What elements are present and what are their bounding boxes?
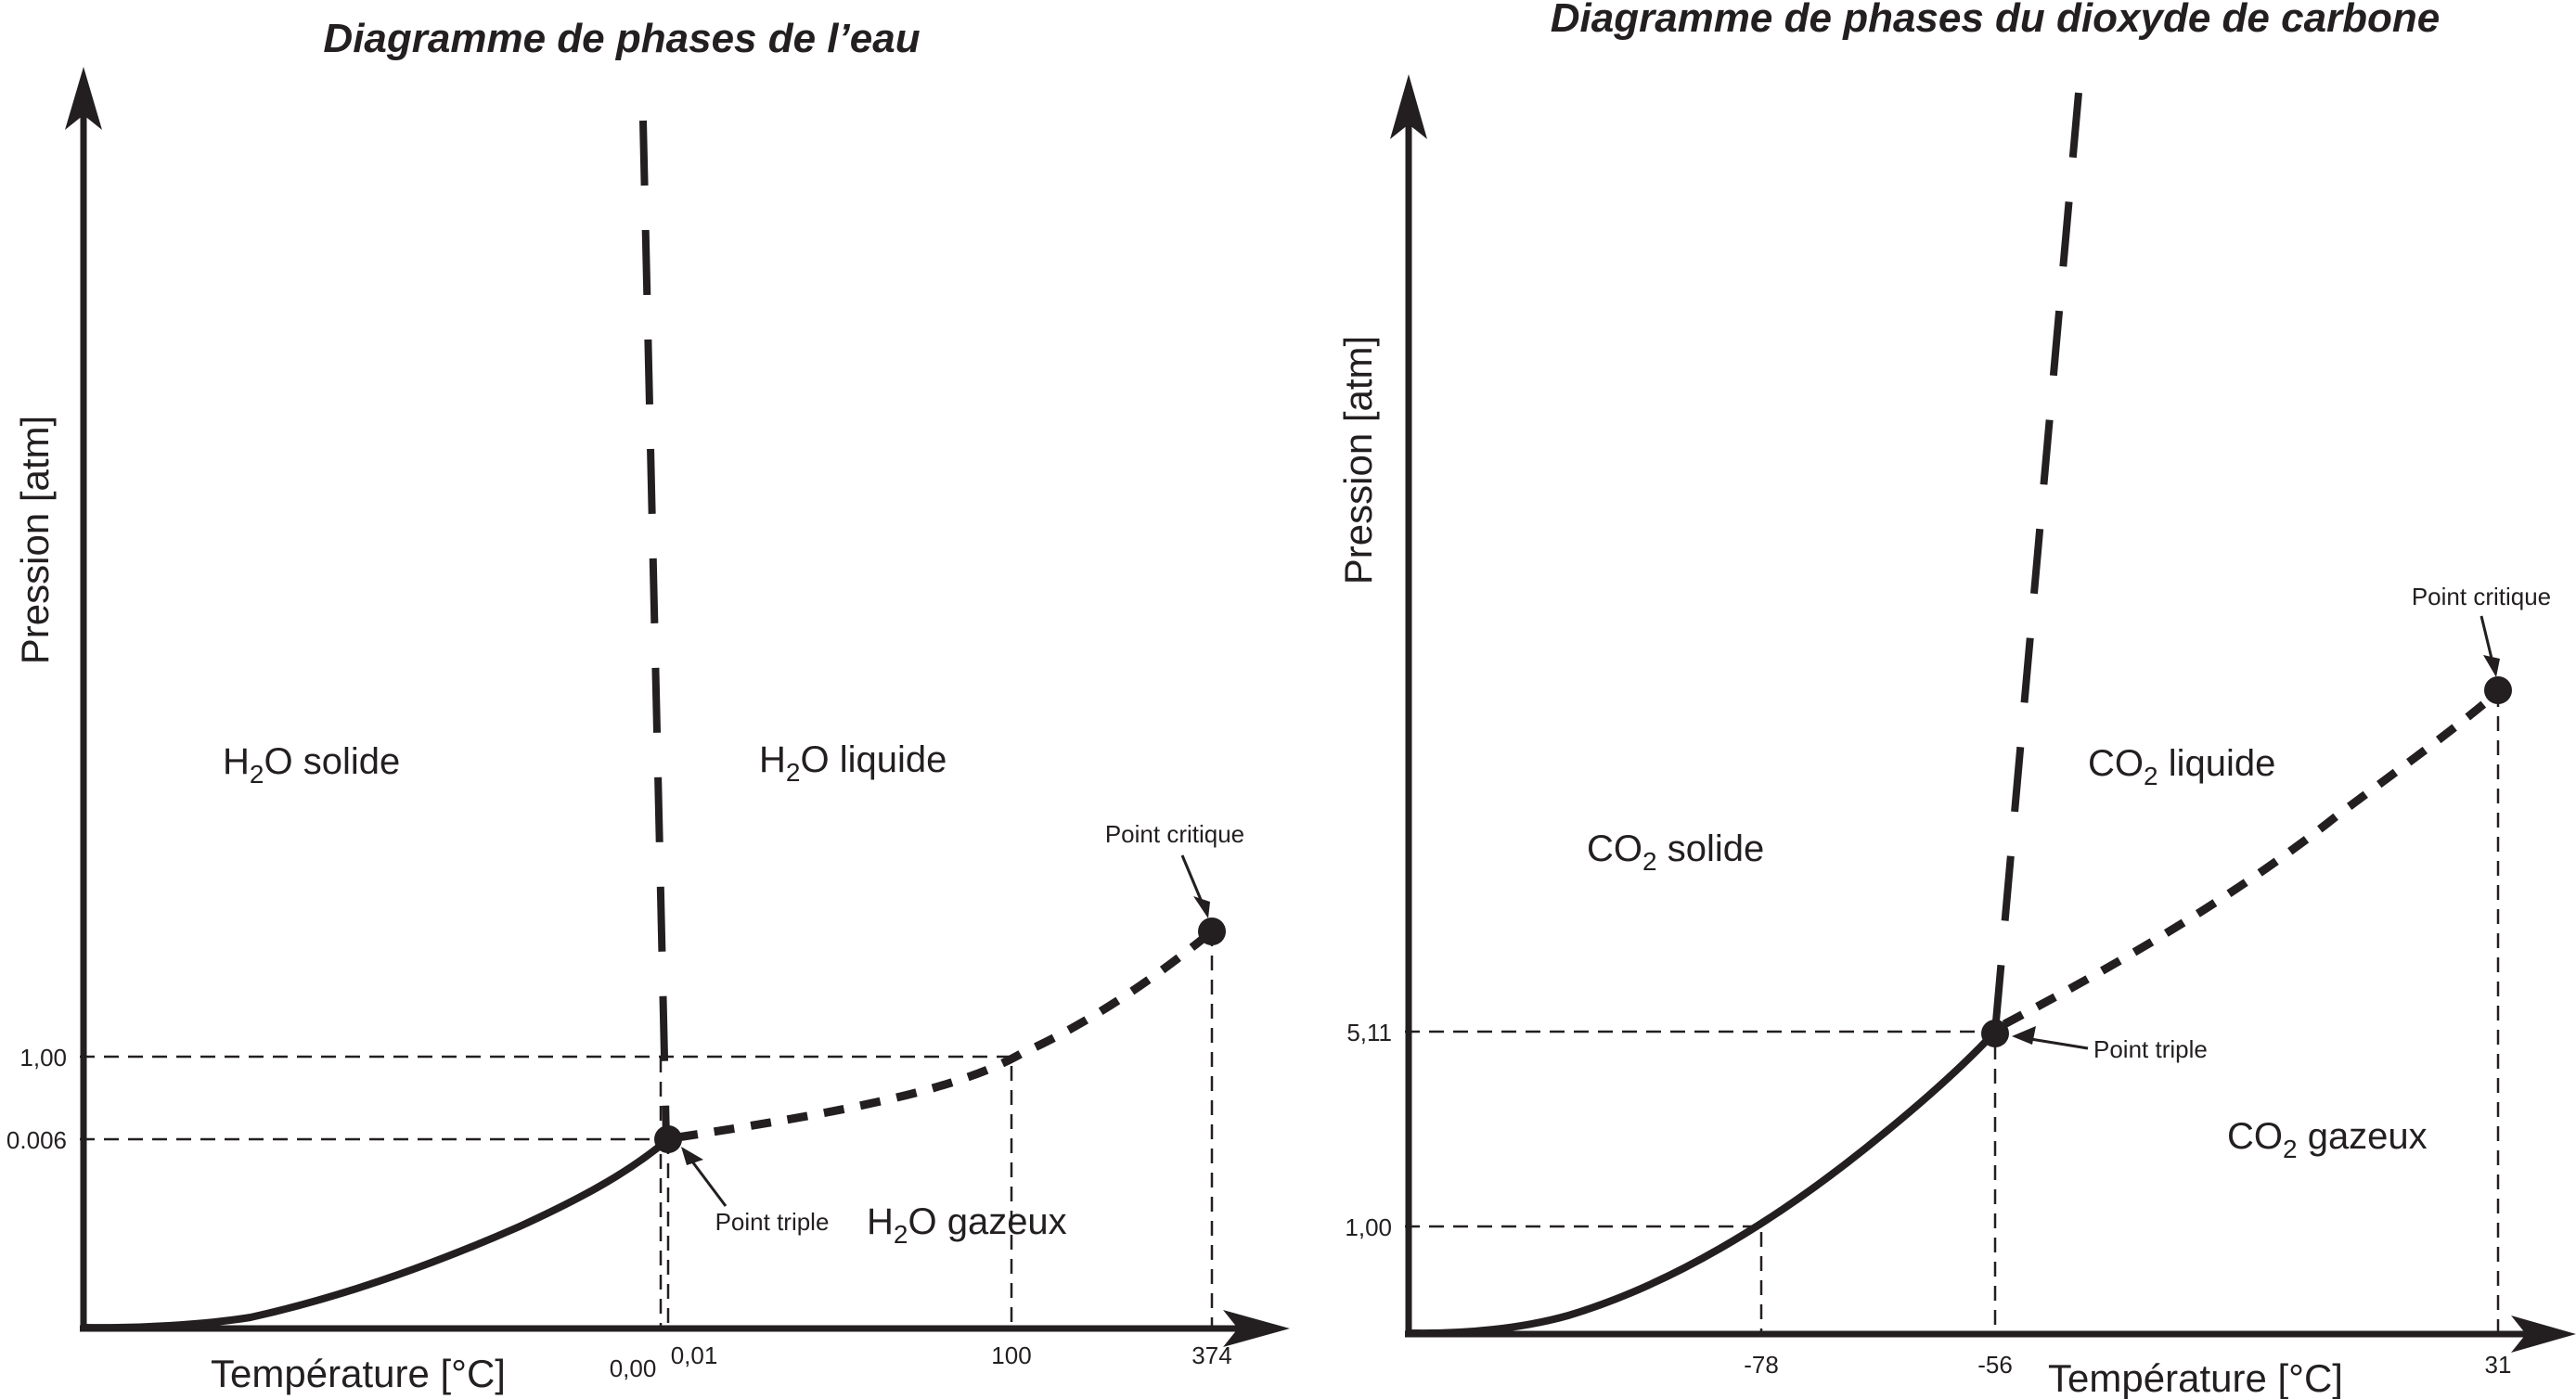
water-x-axis-arrowhead bbox=[1223, 1310, 1290, 1347]
water-guide-lines bbox=[80, 931, 1214, 1328]
co2-x-axis-label: Température [°C] bbox=[2048, 1356, 2343, 1399]
water-x-axis-label: Température [°C] bbox=[211, 1352, 506, 1395]
co2-solid-region-label: CO2 solide bbox=[1587, 828, 1764, 876]
co2-y-axis-label: Pression [atm] bbox=[1336, 336, 1380, 584]
co2-liquid-region-label: CO2 liquide bbox=[2088, 743, 2275, 790]
co2-gas-region-label: CO2 gazeux bbox=[2227, 1116, 2428, 1163]
water-y-axis-label: Pression [atm] bbox=[13, 416, 57, 664]
water-liquid-region-label: H2O liquide bbox=[759, 739, 947, 787]
co2-x-tick-m56: -56 bbox=[1977, 1351, 2013, 1379]
co2-axes bbox=[1390, 74, 2576, 1353]
co2-x-tick-31: 31 bbox=[2485, 1351, 2512, 1379]
co2-critical-point-dot bbox=[2484, 676, 2512, 704]
water-sublimation-curve bbox=[80, 1136, 672, 1332]
water-gas-region-label: H2O gazeux bbox=[867, 1201, 1067, 1249]
water-triple-point-label: Point triple bbox=[715, 1208, 830, 1236]
co2-y-tick-511: 5,11 bbox=[1346, 1019, 1392, 1046]
water-guide-1atm-100c bbox=[80, 1055, 1013, 1328]
co2-sublimation-curve bbox=[1407, 1028, 1999, 1338]
water-x-tick-000: 0,00 bbox=[610, 1354, 657, 1382]
co2-x-axis-arrowhead bbox=[2511, 1316, 2576, 1353]
water-triple-point-dot bbox=[654, 1125, 682, 1153]
water-fusion-curve bbox=[639, 120, 670, 1140]
water-critical-point-label: Point critique bbox=[1105, 820, 1244, 848]
water-y-tick-1: 1,00 bbox=[19, 1044, 67, 1072]
co2-guide-511atm-m56c bbox=[1405, 1030, 1997, 1334]
co2-triple-point-dot bbox=[1981, 1020, 2009, 1047]
co2-diagram: Diagramme de phases du dioxyde de carbon… bbox=[1336, 0, 2576, 1399]
water-x-tick-374: 374 bbox=[1191, 1341, 1231, 1369]
co2-title: Diagramme de phases du dioxyde de carbon… bbox=[1551, 0, 2441, 41]
co2-y-tick-1: 1,00 bbox=[1345, 1213, 1392, 1241]
water-y-axis-arrowhead bbox=[65, 67, 102, 130]
water-critical-point-dot bbox=[1198, 918, 1226, 945]
water-diagram: Diagramme de phases de l’eau Pression [a… bbox=[6, 16, 1290, 1395]
water-critical-point-pointer-head bbox=[1193, 896, 1210, 918]
co2-guide-1atm-m78c bbox=[1405, 1225, 1763, 1334]
co2-critical-point-pointer-head bbox=[2483, 655, 2500, 677]
water-solid-region-label: H2O solide bbox=[223, 741, 400, 789]
water-axes bbox=[65, 67, 1290, 1347]
co2-vaporization-curve bbox=[2002, 688, 2501, 1028]
water-triple-point-pointer-head bbox=[681, 1147, 703, 1165]
water-x-tick-001: 0,01 bbox=[671, 1341, 718, 1369]
co2-guide-lines bbox=[1405, 692, 2500, 1334]
water-title: Diagramme de phases de l’eau bbox=[323, 16, 920, 61]
co2-critical-point-label: Point critique bbox=[2412, 583, 2551, 610]
water-y-tick-0006: 0.006 bbox=[6, 1126, 67, 1154]
water-x-tick-100: 100 bbox=[991, 1341, 1031, 1369]
co2-x-tick-m78: -78 bbox=[1744, 1351, 1779, 1379]
co2-triple-point-pointer-head bbox=[2012, 1026, 2036, 1045]
water-vaporization-curve bbox=[676, 928, 1215, 1142]
co2-y-axis-arrowhead bbox=[1390, 74, 1427, 139]
co2-triple-point-label: Point triple bbox=[2093, 1035, 2208, 1063]
co2-fusion-curve bbox=[1991, 92, 2082, 1033]
